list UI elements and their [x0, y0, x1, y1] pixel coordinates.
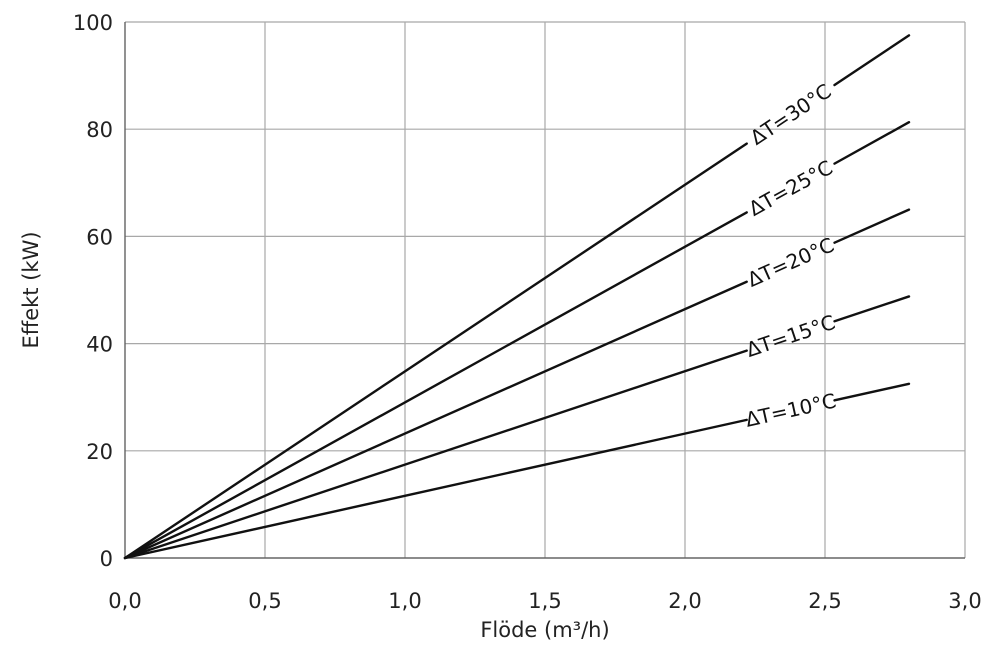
x-tick-label: 1,0 [388, 589, 421, 613]
y-tick-label: 40 [86, 333, 113, 357]
y-tick-label: 20 [86, 440, 113, 464]
y-tick-label: 0 [100, 547, 113, 571]
series-line-segment [833, 208, 911, 244]
y-tick-label: 60 [86, 225, 113, 249]
series-5: ΔT=10°C [123, 382, 911, 560]
axes [124, 22, 965, 559]
series-label: ΔT=10°C [743, 388, 838, 431]
tick-labels: 0,0 0,5 1,0 1,5 2,0 2,5 3,0 0 20 40 60 80 100 [73, 11, 982, 613]
series-label: ΔT=20°C [744, 233, 838, 292]
series-4: ΔT=15°C [123, 295, 911, 560]
y-tick-label: 100 [73, 11, 113, 35]
x-axis-title: Flöde (m³/h) [480, 618, 609, 642]
series-line-segment [123, 280, 748, 560]
series-1: ΔT=30°C [123, 34, 911, 560]
x-tick-label: 0,0 [108, 589, 141, 613]
x-tick-label: 0,5 [248, 589, 281, 613]
series-line-segment [833, 34, 911, 87]
series-line-segment [123, 418, 748, 560]
grid [124, 21, 966, 559]
series-line-segment [833, 295, 911, 323]
x-tick-label: 2,5 [808, 589, 841, 613]
series-group: ΔT=30°CΔT=25°C ΔT=20°C ΔT=15°C ΔT=10°C [123, 34, 911, 560]
series-label: ΔT=25°C [745, 155, 837, 221]
x-tick-label: 3,0 [948, 589, 981, 613]
series-3: ΔT=20°C [123, 208, 911, 560]
series-line-segment [123, 142, 748, 560]
x-tick-label: 2,0 [668, 589, 701, 613]
series-label: ΔT=30°C [746, 79, 836, 150]
y-tick-label: 80 [86, 118, 113, 142]
series-label: ΔT=15°C [743, 310, 838, 362]
series-line-segment [123, 349, 748, 560]
series-line-segment [123, 211, 748, 560]
y-axis-title: Effekt (kW) [19, 231, 43, 348]
x-tick-label: 1,5 [528, 589, 561, 613]
series-line-segment [833, 121, 911, 165]
series-line-segment [833, 382, 911, 402]
